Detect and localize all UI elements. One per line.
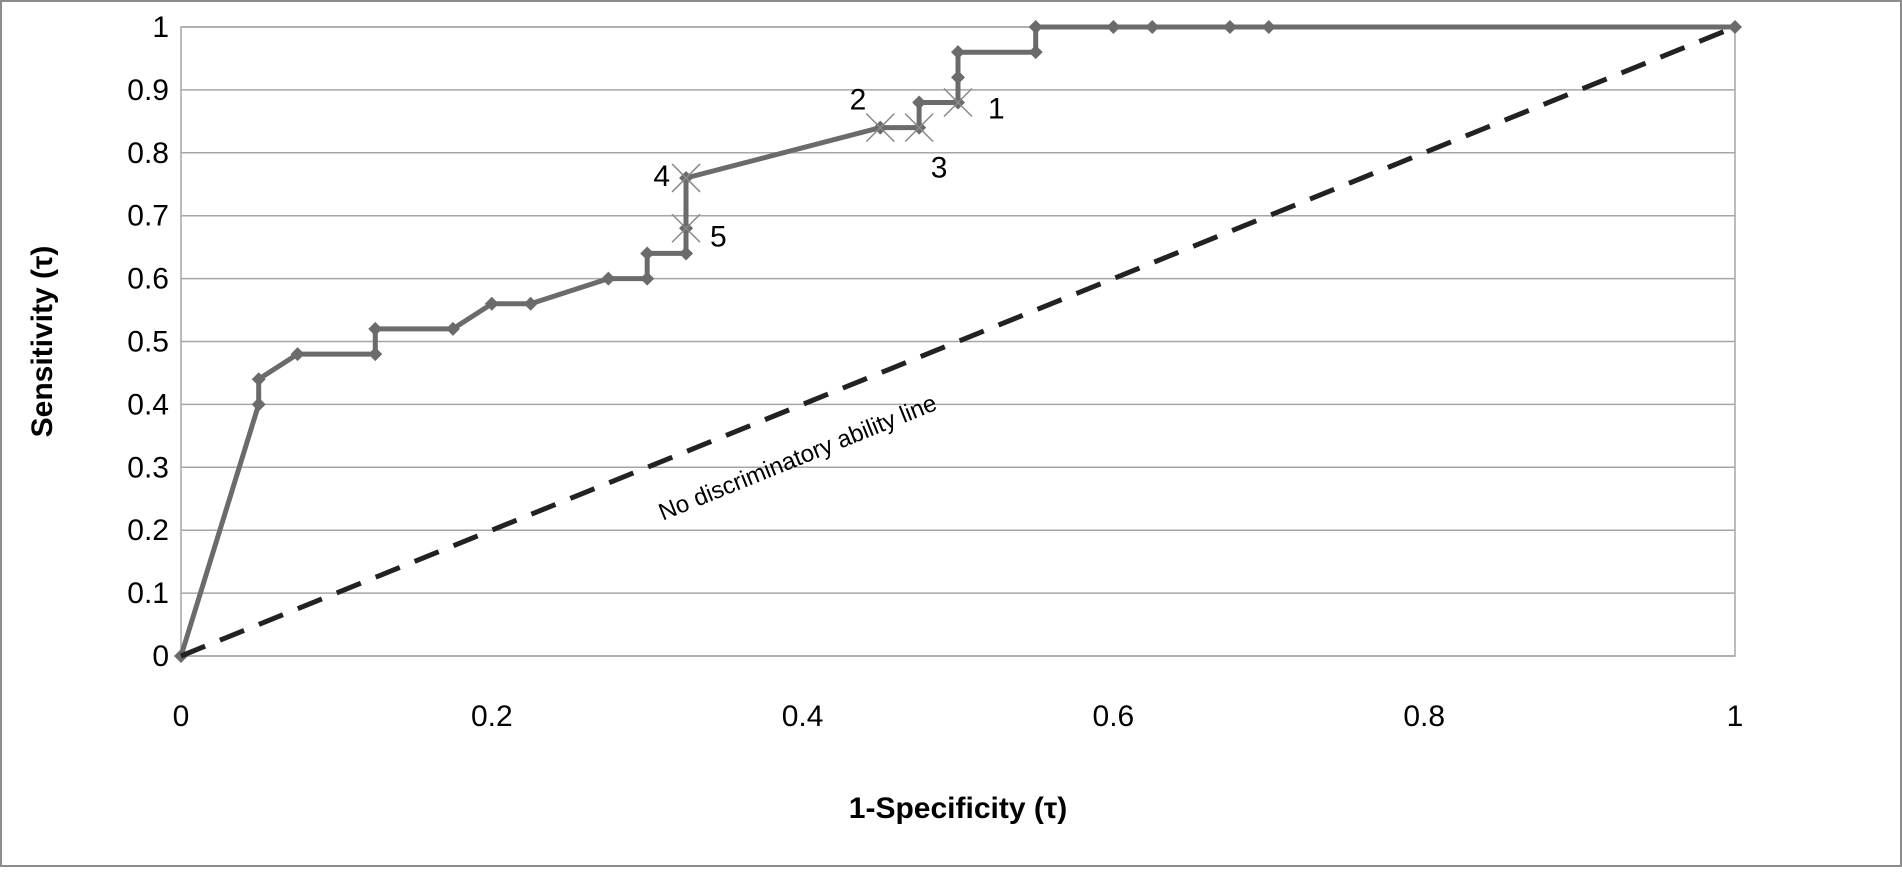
roc-point-marker bbox=[1145, 20, 1160, 34]
roc-point-marker bbox=[601, 271, 616, 286]
roc-point-marker bbox=[1261, 20, 1276, 34]
annotation-label: 4 bbox=[653, 160, 670, 193]
annotation-cross-marker bbox=[865, 113, 895, 143]
annotation-cross-marker bbox=[904, 113, 934, 143]
y-tick-label: 0.3 bbox=[127, 451, 169, 484]
roc-point-marker bbox=[1028, 20, 1043, 34]
roc-point-marker bbox=[290, 347, 305, 362]
y-tick-label: 0 bbox=[152, 640, 169, 673]
annotation-label: 5 bbox=[710, 220, 727, 253]
gridlines bbox=[180, 26, 1736, 657]
roc-point-marker bbox=[640, 271, 655, 286]
roc-point-marker bbox=[951, 45, 965, 60]
y-tick-label: 0.1 bbox=[127, 577, 169, 610]
y-tick-label: 0.2 bbox=[127, 514, 169, 547]
roc-point-marker bbox=[1222, 20, 1237, 34]
roc-point-marker bbox=[445, 321, 460, 336]
roc-point-marker bbox=[1028, 45, 1043, 60]
x-tick-label: 0.6 bbox=[1093, 700, 1135, 733]
y-tick-label: 0.7 bbox=[127, 200, 169, 233]
y-tick-label: 0.4 bbox=[127, 388, 169, 421]
x-axis-title: 1-Specificity (τ) bbox=[849, 792, 1067, 825]
y-tick-label: 1 bbox=[152, 11, 169, 44]
x-tick-label: 0.8 bbox=[1403, 700, 1445, 733]
roc-point-marker bbox=[951, 70, 965, 85]
y-axis-title: Sensitivity (τ) bbox=[26, 246, 59, 438]
annotation-cross-marker bbox=[671, 213, 701, 243]
annotation-cross-marker bbox=[943, 87, 973, 118]
roc-point-marker bbox=[368, 321, 383, 336]
y-tick-label: 0.6 bbox=[127, 263, 169, 296]
plot-area-border bbox=[180, 26, 1736, 657]
roc-point-marker bbox=[912, 95, 927, 110]
roc-point-marker bbox=[251, 397, 266, 412]
x-tick-label: 1 bbox=[1727, 700, 1744, 733]
roc-curve-line bbox=[178, 24, 1735, 657]
reference-line bbox=[180, 24, 1736, 659]
x-axis-ticks: 0 0.2 0.4 0.6 0.8 1 bbox=[173, 700, 1744, 733]
roc-point-marker bbox=[679, 246, 694, 261]
y-tick-label: 0.5 bbox=[127, 326, 169, 359]
y-tick-label: 0.9 bbox=[127, 74, 169, 107]
roc-point-marker bbox=[368, 347, 383, 362]
y-tick-label: 0.8 bbox=[127, 137, 169, 170]
roc-point-marker bbox=[640, 246, 655, 261]
x-tick-label: 0.2 bbox=[471, 700, 513, 733]
x-tick-label: 0.4 bbox=[782, 700, 824, 733]
roc-point-marker bbox=[484, 296, 499, 311]
annotation-cross-marker bbox=[671, 163, 701, 193]
annotation-label: 2 bbox=[850, 84, 867, 117]
annotation-label: 1 bbox=[988, 92, 1005, 125]
annotation-label: 3 bbox=[931, 152, 948, 185]
point-annotations: 1 2 3 4 5 bbox=[653, 84, 1004, 254]
roc-point-marker bbox=[1728, 20, 1742, 34]
roc-point-marker bbox=[1106, 20, 1121, 34]
roc-point-marker bbox=[523, 296, 538, 311]
x-tick-label: 0 bbox=[173, 700, 190, 733]
roc-point-marker bbox=[251, 372, 266, 387]
y-axis-ticks: 0 0.1 0.2 0.3 0.4 0.5 0.6 0.7 0.8 0.9 1 bbox=[127, 11, 169, 673]
